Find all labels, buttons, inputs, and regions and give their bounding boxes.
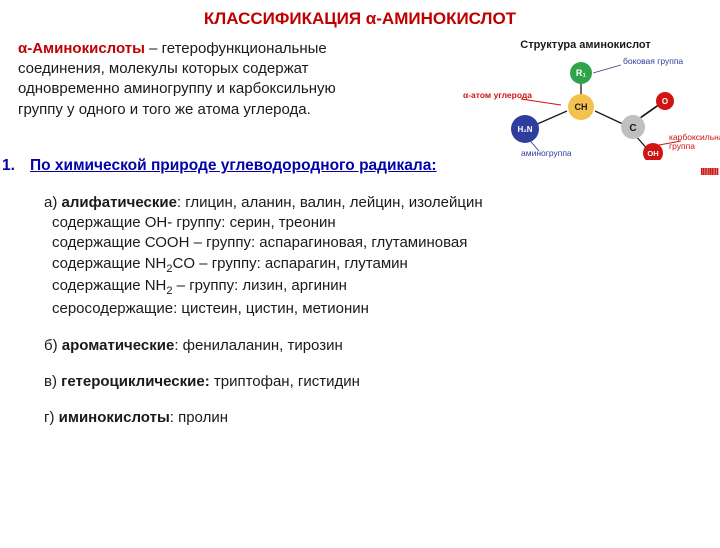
- sub3: содержащие NH2CO – группу: аспарагин, гл…: [52, 254, 720, 277]
- svg-text:O: O: [662, 97, 668, 106]
- cat-b-bold: ароматические: [62, 337, 175, 354]
- red-ticks: IIIIIIIIII: [700, 166, 718, 180]
- cat-g-prefix: г): [44, 409, 59, 426]
- sub5: серосодержащие: цистеин, цистин, метиони…: [52, 299, 720, 319]
- cat-a-subs: содержащие ОН- группу: серин, треонин со…: [52, 213, 720, 319]
- intro-rest1: – гетерофункциональные: [145, 40, 327, 57]
- cat-v: в) гетероциклические: триптофан, гистиди…: [44, 372, 720, 392]
- intro-line2: соединения, молекулы которых содержат: [18, 60, 309, 77]
- cat-v-rest: триптофан, гистидин: [214, 373, 360, 390]
- intro-line3: одновременно аминогруппу и карбоксильную: [18, 80, 336, 97]
- cap-amino: аминогруппа: [521, 149, 572, 158]
- cat-a-bold: алифатические: [62, 194, 177, 211]
- structure-diagram: Структура аминокислот R₁ CH H₂N: [463, 38, 708, 158]
- cat-a: а) алифатические: глицин, аланин, валин,…: [44, 193, 720, 213]
- cat-b-prefix: б): [44, 337, 62, 354]
- intro-line4: группу у одного и того же атома углерода…: [18, 101, 311, 118]
- cat-g: г) иминокислоты: пролин: [44, 408, 720, 428]
- svg-text:H₂N: H₂N: [517, 125, 532, 134]
- cat-v-prefix: в): [44, 373, 61, 390]
- cat-b: б) ароматические: фенилаланин, тирозин: [44, 336, 720, 356]
- section-text: По химической природе углеводородного ра…: [30, 156, 437, 177]
- svg-text:OH: OH: [647, 149, 658, 158]
- cap-alpha: α-атом углерода: [463, 91, 532, 100]
- svg-text:R₁: R₁: [576, 68, 586, 78]
- page-title: КЛАССИФИКАЦИЯ α-АМИНОКИСЛОТ: [0, 8, 720, 31]
- categories-block: а) алифатические: глицин, аланин, валин,…: [44, 193, 720, 428]
- cat-a-prefix: а): [44, 194, 62, 211]
- section-number: 1.: [0, 156, 30, 177]
- diagram-svg-wrap: R₁ CH H₂N C O OH боковая группа α-атом у…: [463, 55, 708, 160]
- intro-paragraph: α-Аминокислоты – гетерофункциональные со…: [18, 39, 448, 120]
- sub3a: содержащие NH: [52, 255, 166, 272]
- cap-carboxyl: карбоксильная группа: [669, 133, 717, 152]
- cat-a-rest: : глицин, аланин, валин, лейцин, изолейц…: [177, 194, 483, 211]
- cat-b-rest: : фенилаланин, тирозин: [174, 337, 342, 354]
- cat-g-bold: иминокислоты: [59, 409, 170, 426]
- sub3b: CO – группу: аспарагин, глутамин: [173, 255, 408, 272]
- sub2: содержащие СООН – группу: аспарагиновая,…: [52, 233, 720, 253]
- sub4: содержащие NH2 – группу: лизин, аргинин: [52, 276, 720, 299]
- cap-side: боковая группа: [623, 57, 683, 66]
- diagram-title: Структура аминокислот: [463, 38, 708, 53]
- sub1: содержащие ОН- группу: серин, треонин: [52, 213, 720, 233]
- svg-text:CH: CH: [575, 102, 588, 112]
- sub4b: – группу: лизин, аргинин: [173, 277, 347, 294]
- cat-v-bold: гетероциклические:: [61, 373, 214, 390]
- svg-text:C: C: [629, 123, 636, 134]
- cat-g-rest: : пролин: [170, 409, 228, 426]
- sub4a: содержащие NH: [52, 277, 166, 294]
- intro-lead: α-Аминокислоты: [18, 40, 145, 57]
